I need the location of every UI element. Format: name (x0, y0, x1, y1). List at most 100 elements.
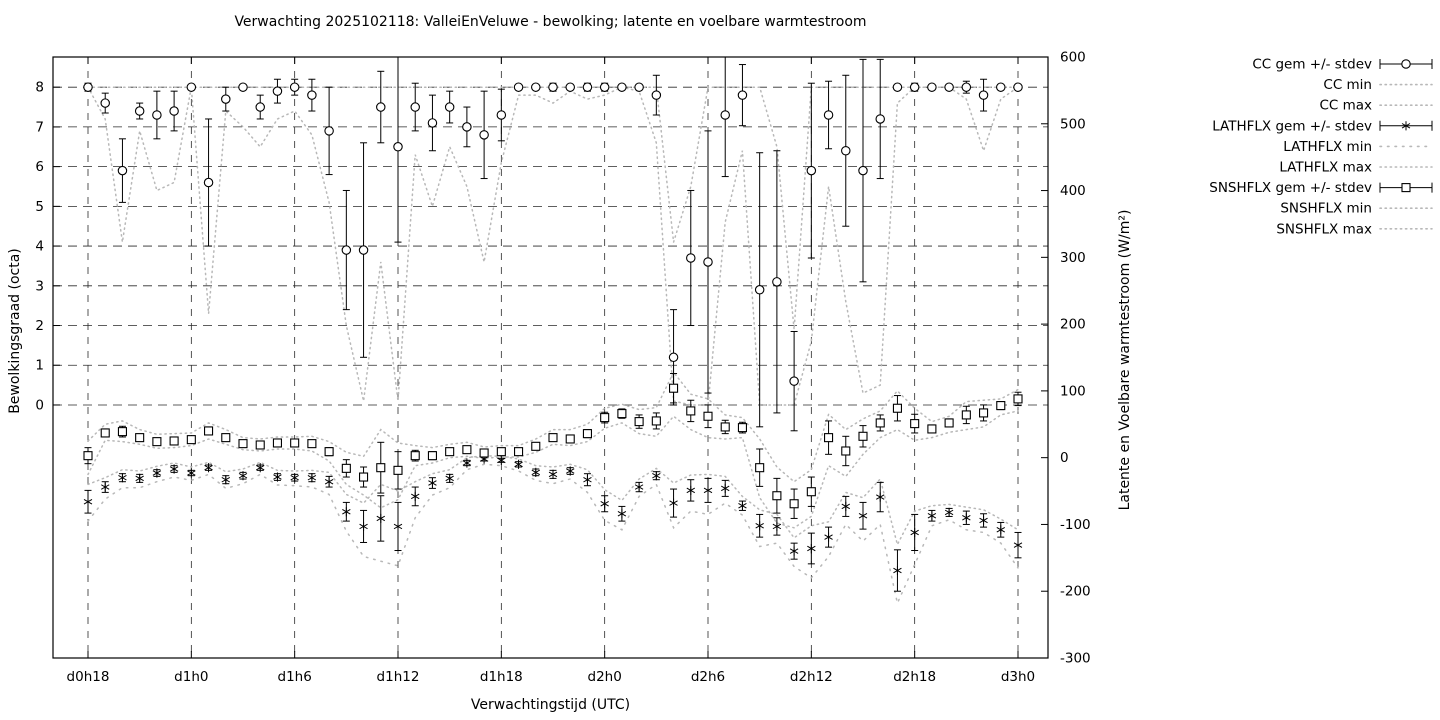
asterisk-stroke (910, 529, 919, 536)
asterisk-stroke (565, 468, 575, 474)
circle-marker (548, 82, 558, 92)
square-marker (204, 426, 214, 436)
left-tick-label: 7 (35, 119, 44, 135)
square-marker (186, 435, 196, 445)
square-marker (117, 427, 127, 437)
plot-border (52, 56, 1049, 659)
circle-marker (582, 82, 593, 92)
asterisk-marker (307, 473, 317, 483)
right-tick-label: 200 (1060, 317, 1086, 333)
left-axis-title: Bewolkingsgraad (octa) (7, 248, 23, 414)
asterisk-stroke (927, 513, 937, 519)
left-tick-label: 3 (35, 278, 44, 294)
legend-row: SNSHFLX min (1280, 201, 1433, 217)
x-tick-label: d1h0 (174, 669, 208, 685)
circle-marker (754, 285, 765, 295)
asterisk-marker (531, 467, 541, 477)
square-marker (565, 434, 575, 444)
legend-label: LATHFLX min (1283, 139, 1372, 155)
asterisk-stroke (634, 484, 644, 490)
asterisk-marker (376, 513, 386, 524)
legend-row: CC gem +/- stdev (1252, 57, 1433, 73)
square-marker (135, 433, 145, 443)
x-tick-label: d1h18 (480, 669, 523, 685)
asterisk-stroke (652, 472, 661, 479)
square-marker (944, 418, 954, 428)
legend-row: CC min (1323, 77, 1433, 93)
square-marker (100, 428, 110, 438)
asterisk-stroke (807, 545, 816, 552)
right-tick-label: -100 (1060, 517, 1091, 533)
asterisk-stroke (204, 464, 213, 471)
right-tick-label: 600 (1060, 50, 1086, 66)
circle-marker (1013, 82, 1023, 92)
x-tick-label: d1h6 (278, 669, 312, 685)
square-marker (1401, 183, 1411, 193)
asterisk-marker (962, 513, 971, 523)
asterisk-stroke (720, 485, 730, 492)
square-marker (669, 383, 679, 393)
asterisk-marker (514, 459, 523, 469)
right-tick-label: 100 (1060, 383, 1086, 399)
square-marker (996, 401, 1006, 411)
asterisk-stroke (514, 461, 523, 468)
asterisk-marker (204, 463, 213, 473)
legend-row: CC max (1319, 98, 1433, 114)
square-marker (152, 437, 162, 447)
right-axis-title: Latente en Voelbare warmtestroom (W/m²) (1117, 209, 1133, 511)
legend-row: SNSHFLX max (1276, 221, 1433, 237)
circle-marker (462, 122, 472, 132)
square-marker (445, 447, 455, 457)
circle-marker (823, 110, 834, 120)
asterisk-marker (979, 515, 988, 526)
series-lathflx-gem-stdev (83, 454, 1023, 592)
square-marker (272, 438, 282, 448)
square-marker (341, 463, 351, 473)
asterisk-stroke (428, 480, 437, 486)
square-marker (531, 441, 541, 451)
asterisk-stroke (824, 534, 833, 540)
square-marker (892, 403, 902, 413)
asterisk-marker (824, 532, 833, 542)
square-marker (841, 446, 851, 456)
minmax-curves (87, 86, 1019, 606)
legend-label: CC min (1323, 77, 1372, 93)
axis-ticks (53, 56, 1048, 659)
asterisk-marker (996, 525, 1006, 535)
asterisk-stroke (342, 509, 351, 515)
asterisk-marker (669, 498, 678, 508)
series-cc-gem-stdev (83, 57, 1023, 432)
asterisk-marker (565, 466, 575, 476)
asterisk-stroke (548, 471, 558, 478)
series-lathflx-min (87, 463, 1019, 606)
asterisk-marker (83, 497, 93, 507)
right-tick-label: 400 (1060, 183, 1086, 199)
circle-marker (634, 82, 644, 92)
legend-label: LATHFLX max (1279, 160, 1372, 176)
square-marker (824, 433, 834, 443)
asterisk-marker (893, 565, 902, 576)
circle-marker (83, 82, 93, 92)
left-tick-label: 8 (35, 80, 44, 96)
circle-marker (324, 126, 334, 136)
square-marker (720, 422, 730, 432)
square-marker (875, 418, 885, 428)
asterisk-marker (118, 473, 127, 483)
asterisk-marker (600, 499, 609, 509)
asterisk-marker (789, 546, 799, 556)
asterisk-marker (910, 527, 919, 538)
circle-marker (307, 90, 317, 100)
asterisk-stroke (290, 474, 299, 481)
right-tick-label: -300 (1060, 651, 1091, 667)
legend-errorbar-sample (1379, 59, 1433, 69)
asterisk-stroke (445, 475, 454, 482)
right-tick-label: -200 (1060, 584, 1091, 600)
circle-marker (617, 82, 627, 92)
square-marker (548, 433, 558, 443)
asterisk-marker (738, 501, 747, 511)
asterisk-stroke (789, 548, 799, 554)
asterisk-marker (135, 473, 144, 483)
circle-marker (169, 106, 179, 116)
asterisk-stroke (393, 523, 403, 530)
legend-label: CC max (1319, 98, 1372, 114)
